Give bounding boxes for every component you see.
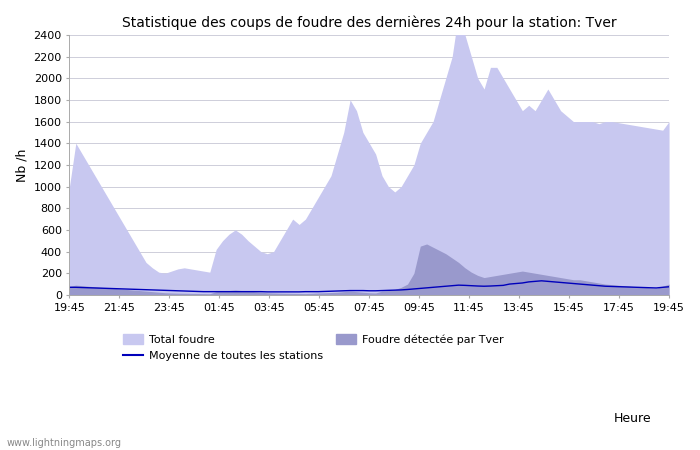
Title: Statistique des coups de foudre des dernières 24h pour la station: Tver: Statistique des coups de foudre des dern… — [122, 15, 617, 30]
Text: www.lightningmaps.org: www.lightningmaps.org — [7, 438, 122, 448]
Y-axis label: Nb /h: Nb /h — [15, 148, 28, 181]
Legend: Total foudre, Moyenne de toutes les stations, Foudre détectée par Tver: Total foudre, Moyenne de toutes les stat… — [123, 334, 503, 361]
Text: Heure: Heure — [613, 412, 651, 425]
